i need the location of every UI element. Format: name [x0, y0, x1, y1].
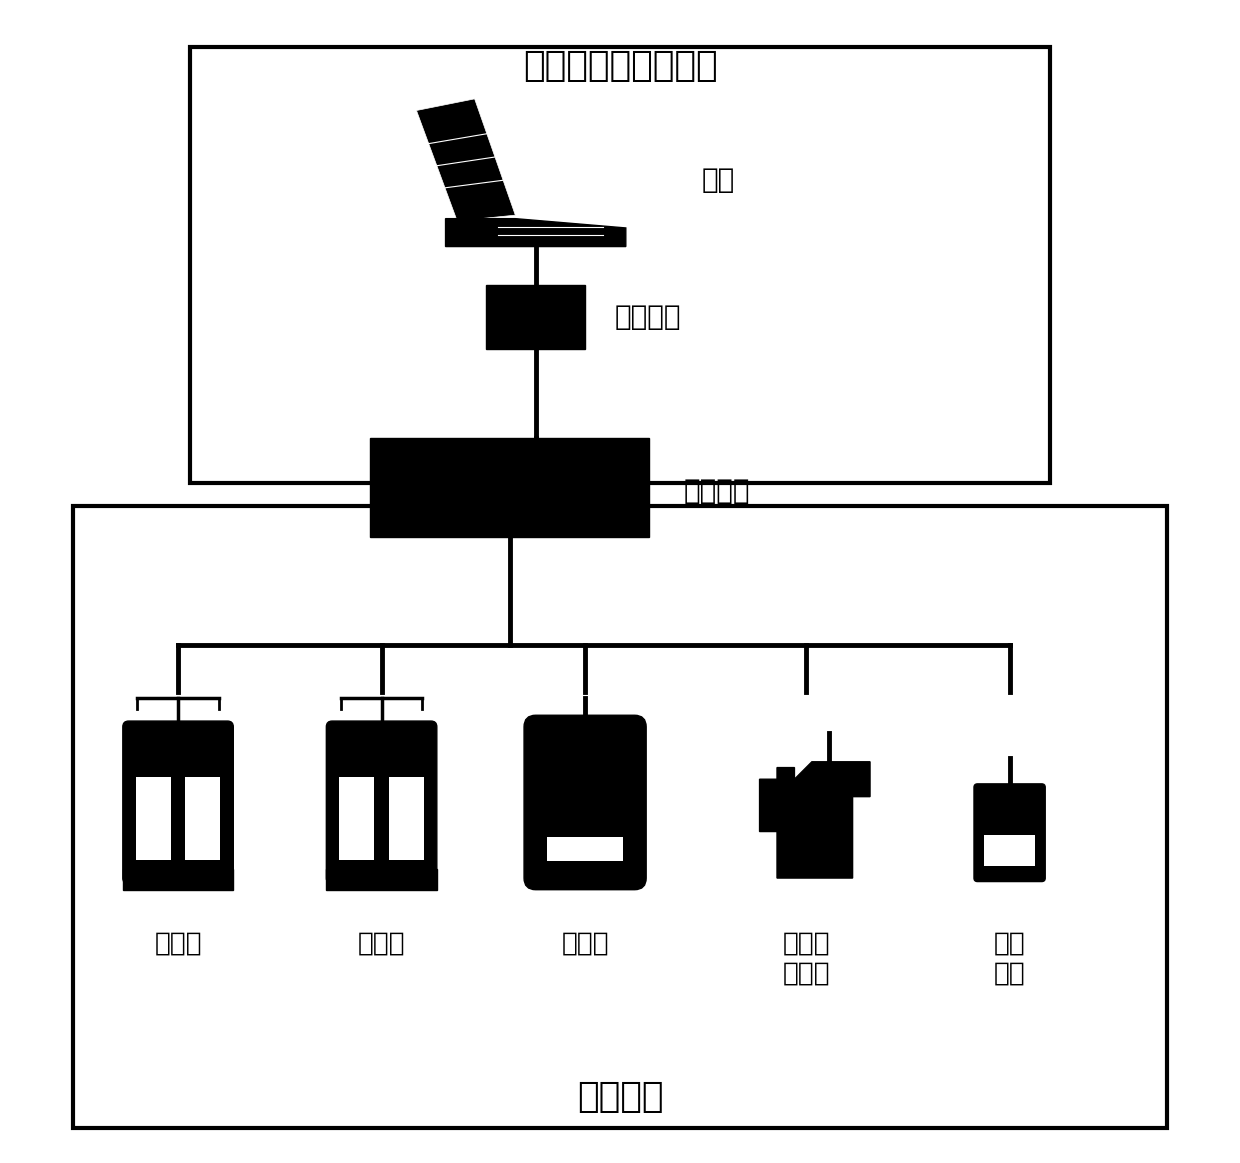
Text: 车载系统: 车载系统 [577, 1079, 663, 1114]
Text: 数据接口: 数据接口 [614, 304, 681, 331]
Polygon shape [445, 219, 626, 247]
Bar [190, 47, 1050, 483]
Text: 电脑: 电脑 [702, 166, 734, 194]
Text: 系统维护与管理中心: 系统维护与管理中心 [523, 49, 717, 84]
FancyBboxPatch shape [123, 721, 233, 884]
Bar [985, 835, 1034, 866]
Text: 控制分站: 控制分站 [684, 477, 750, 505]
Text: 电子熄
火装置: 电子熄 火装置 [782, 930, 830, 986]
FancyBboxPatch shape [525, 715, 646, 890]
Bar [547, 837, 622, 861]
Polygon shape [760, 762, 870, 878]
Text: 传感器: 传感器 [358, 930, 405, 956]
Text: 报警器: 报警器 [562, 930, 609, 956]
Bar [185, 777, 221, 859]
Bar [486, 285, 585, 349]
Bar [123, 869, 233, 890]
Text: 断电
装置: 断电 装置 [993, 930, 1025, 986]
Bar [326, 869, 436, 890]
Bar [73, 506, 1167, 1128]
Bar [136, 777, 171, 859]
Text: 传感器: 传感器 [154, 930, 202, 956]
Bar [340, 777, 374, 859]
Bar [370, 438, 649, 537]
Bar [389, 777, 424, 859]
FancyBboxPatch shape [326, 721, 436, 884]
Polygon shape [417, 99, 516, 221]
FancyBboxPatch shape [973, 784, 1045, 882]
